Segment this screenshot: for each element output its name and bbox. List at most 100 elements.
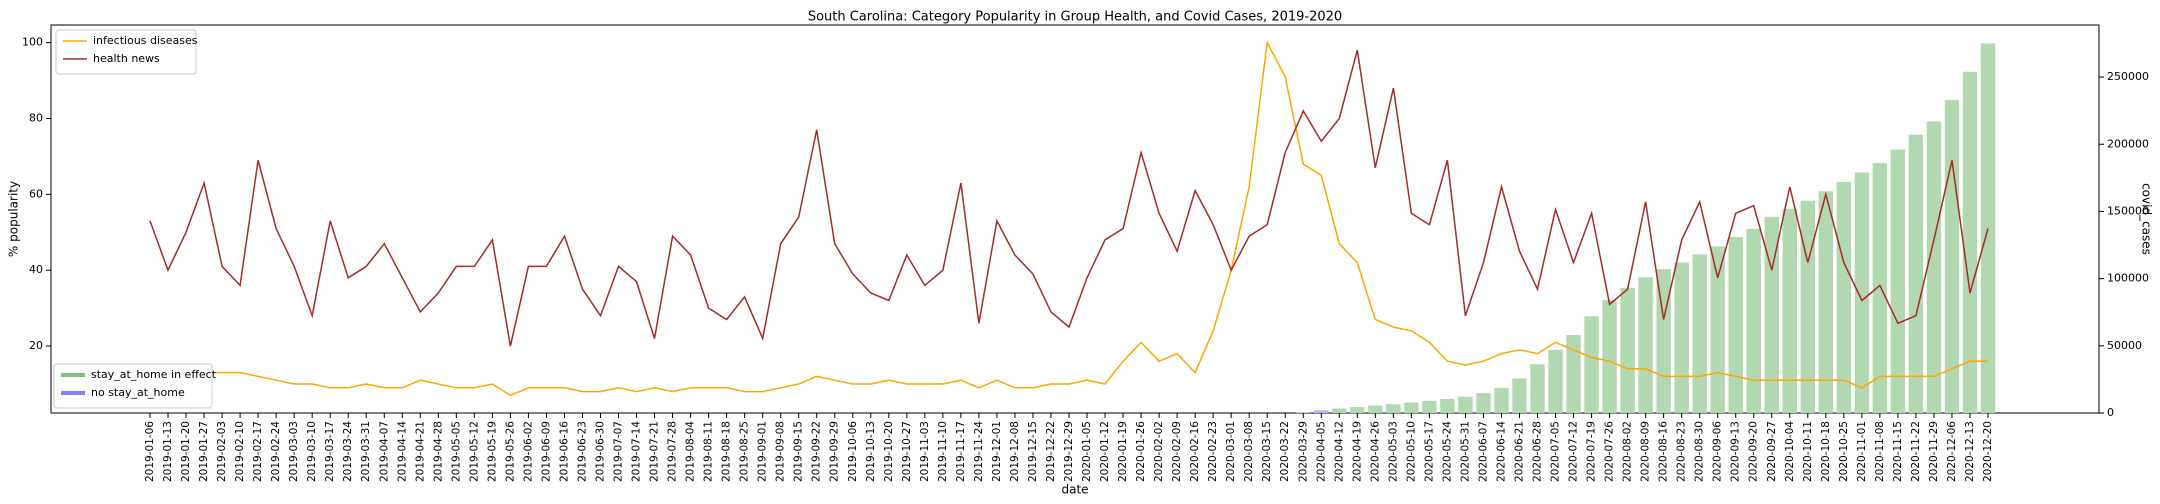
bar [1404,402,1419,413]
legend-box [53,363,213,409]
x-tick-label: 2020-08-09 [1640,421,1652,482]
bar [1548,349,1563,413]
x-tick-label: 2020-04-26 [1369,421,1381,482]
x-tick-label: 2019-06-09 [540,421,552,482]
x-tick-label: 2019-04-28 [432,421,444,482]
bar [1494,387,1509,413]
x-tick-label: 2020-02-16 [1189,421,1201,482]
x-tick-label: 2020-09-13 [1730,421,1742,482]
bar [1746,228,1761,413]
bar [1728,236,1743,413]
x-tick-label: 2020-10-11 [1802,421,1814,482]
x-tick-label: 2019-01-20 [180,421,192,482]
bar [1350,407,1365,413]
x-tick-label: 2019-10-13 [865,421,877,482]
bar [1872,163,1888,413]
bar [1782,208,1797,413]
legend-box [55,29,197,75]
bar [1530,364,1545,413]
legend-label: no stay_at_home [91,386,185,399]
x-tick-label: 2020-08-16 [1658,421,1670,482]
x-tick-label: 2020-03-15 [1261,421,1273,482]
y2-tick-label: 200000 [2107,137,2149,150]
x-tick-label: 2020-12-13 [1964,421,1976,482]
y-tick-label: 80 [29,111,43,124]
line [150,40,1988,397]
bar [1854,172,1870,413]
x-tick-label: 2019-10-20 [883,421,895,482]
legend-label: stay_at_home in effect [91,368,217,381]
bar [1602,300,1617,413]
x-tick-label: 2019-01-13 [162,421,174,482]
x-tick-label: 2019-05-19 [486,421,498,482]
x-tick-label: 2020-09-20 [1748,421,1760,482]
bar [1566,335,1581,413]
bar [1836,181,1852,413]
x-tick-label: 2019-03-10 [306,421,318,482]
x-tick-label: 2020-10-18 [1820,421,1832,482]
x-tick-label: 2020-11-29 [1928,421,1940,482]
bar [1926,121,1942,414]
chart-title: South Carolina: Category Popularity in G… [808,10,1342,25]
bar [1422,400,1437,413]
bar [1476,393,1491,413]
x-tick-label: 2020-11-22 [1910,421,1922,482]
bar [1386,404,1401,413]
bar [1674,262,1689,413]
x-tick-label: 2020-02-09 [1171,421,1183,482]
x-tick-label: 2020-11-01 [1856,421,1868,482]
bar [1296,411,1311,413]
x-tick-label: 2020-11-08 [1874,421,1886,482]
x-tick-label: 2020-06-14 [1495,421,1507,482]
x-tick-label: 2020-02-23 [1207,421,1219,482]
x-tick-label: 2019-04-07 [378,421,390,482]
x-tick-label: 2019-03-17 [324,421,336,482]
bar [1638,277,1653,413]
x-tick-label: 2019-05-26 [504,421,516,482]
x-tick-label: 2019-06-02 [522,421,534,482]
x-tick-label: 2020-06-07 [1477,421,1489,482]
y2-tick-label: 50000 [2107,339,2142,352]
bar [1764,216,1779,413]
bar [1962,71,1978,414]
legend: infectious diseases health news [55,29,198,75]
x-tick-label: 2020-07-26 [1604,421,1616,482]
y-tick-label: 60 [29,187,43,200]
x-tick-label: 2020-07-19 [1586,421,1598,482]
x-tick-label: 2019-07-28 [667,421,679,482]
x-tick-label: 2020-04-19 [1351,421,1363,482]
x-tick-label: 2019-06-30 [594,421,606,482]
bar [1332,408,1347,413]
x-tick-label: 2019-03-03 [288,421,300,482]
bar [1440,399,1455,413]
legend-label: health news [93,52,160,65]
x-tick-label: 2019-12-08 [1009,421,1021,482]
y2-tick-label: 100000 [2107,272,2149,285]
x-tick-label: 2019-10-27 [901,421,913,482]
x-tick-label: 2019-02-24 [270,421,282,482]
x-tick-label: 2019-02-10 [234,421,246,482]
y-tick-label: 20 [29,339,43,352]
x-tick-label: 2019-02-03 [216,421,228,482]
x-tick-label: 2019-09-29 [829,421,841,482]
x-tick-label: 2020-11-15 [1892,421,1904,482]
x-tick-label: 2020-12-06 [1946,421,1958,482]
x-tick-label: 2019-11-17 [955,421,967,482]
x-tick-label: 2019-09-01 [757,421,769,482]
x-tick-label: 2020-01-12 [1099,421,1111,482]
bar [1980,43,1996,413]
x-tick-label: 2019-05-05 [450,421,462,482]
x-tick-label: 2020-05-03 [1387,421,1399,482]
x-tick-label: 2019-09-08 [775,421,787,482]
x-tick-label: 2020-10-04 [1784,421,1796,482]
x-tick-label: 2019-07-21 [649,421,661,482]
x-tick-label: 2020-05-31 [1459,421,1471,482]
x-tick-label: 2019-08-18 [721,421,733,482]
x-tick-label: 2019-11-24 [973,421,985,482]
x-tick-label: 2019-12-15 [1027,421,1039,482]
bar [1710,246,1725,413]
x-tick-label: 2020-08-30 [1694,421,1706,482]
x-tick-label: 2019-08-04 [685,421,697,482]
x-tick-label: 2019-08-11 [703,421,715,482]
bar [1584,316,1599,413]
